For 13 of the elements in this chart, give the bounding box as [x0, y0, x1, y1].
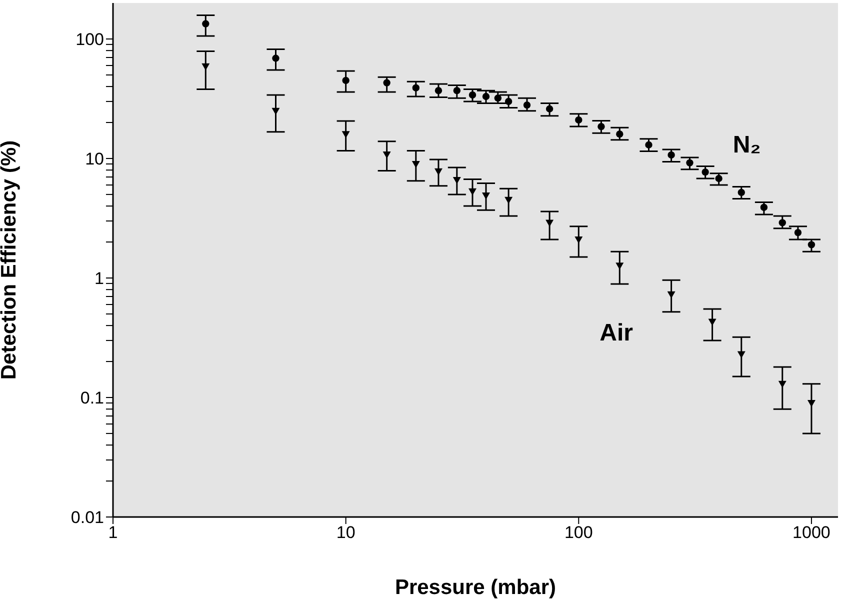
y-tick-label: 100 — [76, 30, 104, 50]
x-tick-label: 1000 — [792, 523, 830, 542]
y-tick-label: 10 — [85, 150, 104, 169]
series-label: N₂ — [732, 132, 761, 159]
x-tick-label: 1 — [108, 523, 118, 542]
y-tick-label: 0.01 — [70, 508, 104, 528]
y-tick-label: 0.1 — [80, 388, 104, 408]
y-axis-title: Detection Efficiency (%) — [0, 140, 20, 380]
x-tick-label: 10 — [336, 523, 356, 542]
x-tick-label: 100 — [564, 523, 593, 542]
series-label: Air — [600, 320, 633, 347]
y-tick-label: 1 — [94, 269, 104, 288]
x-axis-title: Pressure (mbar) — [394, 576, 556, 599]
